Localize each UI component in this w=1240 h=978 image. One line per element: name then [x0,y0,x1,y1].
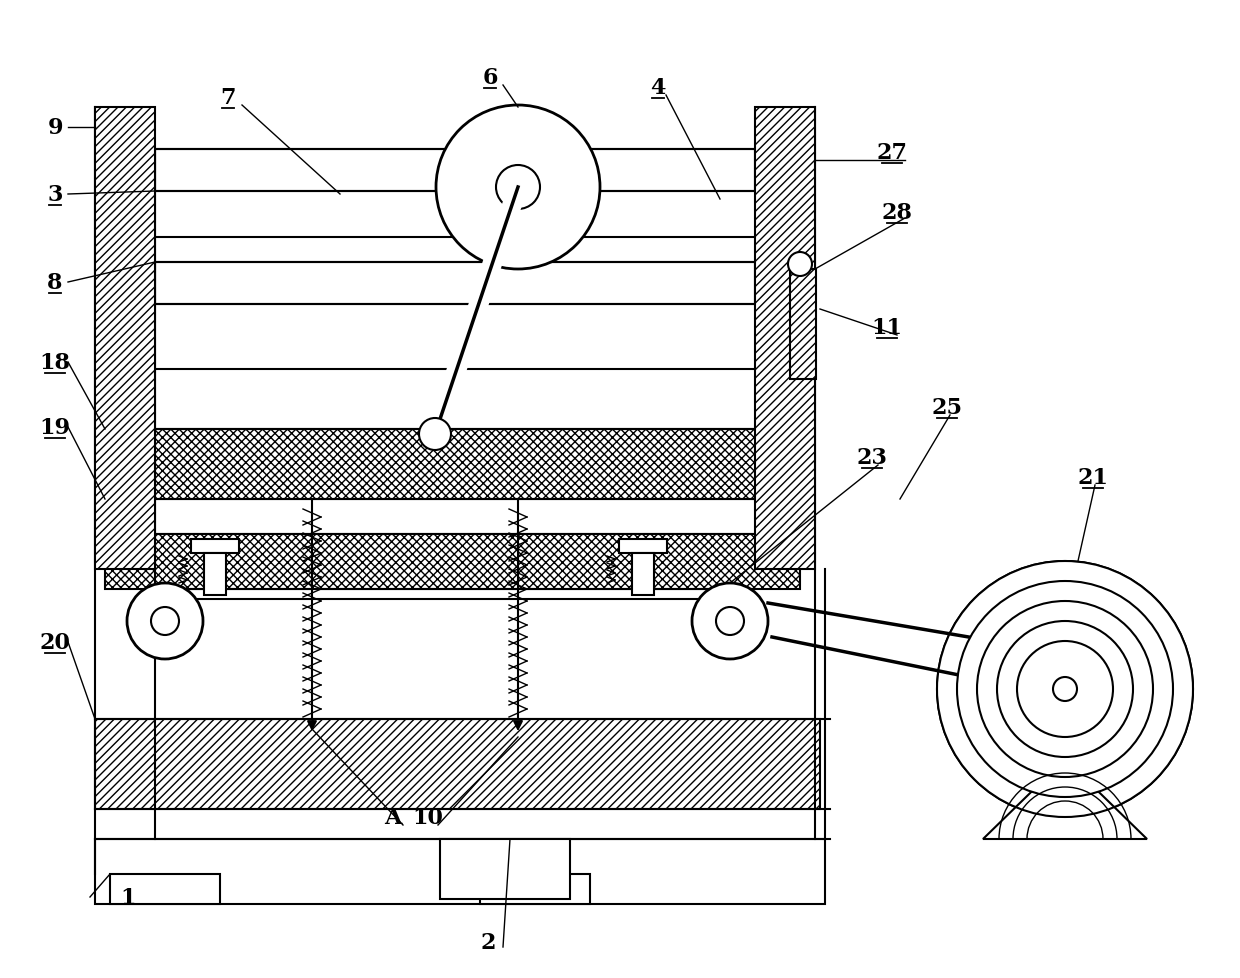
Circle shape [937,561,1193,818]
Circle shape [715,607,744,636]
Bar [632,554,653,596]
Text: 3: 3 [47,184,63,205]
Text: 25: 25 [931,397,962,419]
Bar [95,839,825,904]
Text: 20: 20 [40,632,71,653]
Circle shape [787,252,812,277]
Bar [191,540,239,554]
Text: 18: 18 [40,352,71,374]
Bar [440,839,570,899]
Circle shape [692,584,768,659]
Circle shape [977,601,1153,778]
Circle shape [957,581,1173,797]
Bar [205,554,226,596]
Text: 2: 2 [480,931,496,953]
Text: 11: 11 [872,317,903,338]
Circle shape [1053,678,1078,701]
Text: 6: 6 [482,67,497,89]
Bar [155,150,755,192]
Polygon shape [983,759,1147,839]
Bar [110,874,219,904]
Text: 10: 10 [413,806,444,828]
Text: A: A [384,806,402,828]
Circle shape [496,166,539,210]
Bar [155,263,755,305]
Circle shape [151,607,179,636]
Bar [480,874,590,904]
Circle shape [126,584,203,659]
Bar [619,540,667,554]
Circle shape [997,621,1133,757]
Text: 9: 9 [47,117,63,139]
Text: 19: 19 [40,417,71,438]
Text: 1: 1 [120,886,135,908]
Bar [755,108,815,569]
Text: 4: 4 [650,77,666,99]
Text: 8: 8 [47,272,63,293]
Text: 7: 7 [221,87,236,109]
Bar [105,534,800,590]
Bar [105,429,800,500]
Circle shape [436,106,600,270]
Bar [95,719,820,809]
Text: 23: 23 [857,447,888,468]
Text: 21: 21 [1078,467,1109,488]
Bar [790,270,816,379]
Circle shape [419,419,451,451]
Text: 27: 27 [877,142,908,164]
Bar [95,108,155,569]
Text: 28: 28 [882,201,913,224]
